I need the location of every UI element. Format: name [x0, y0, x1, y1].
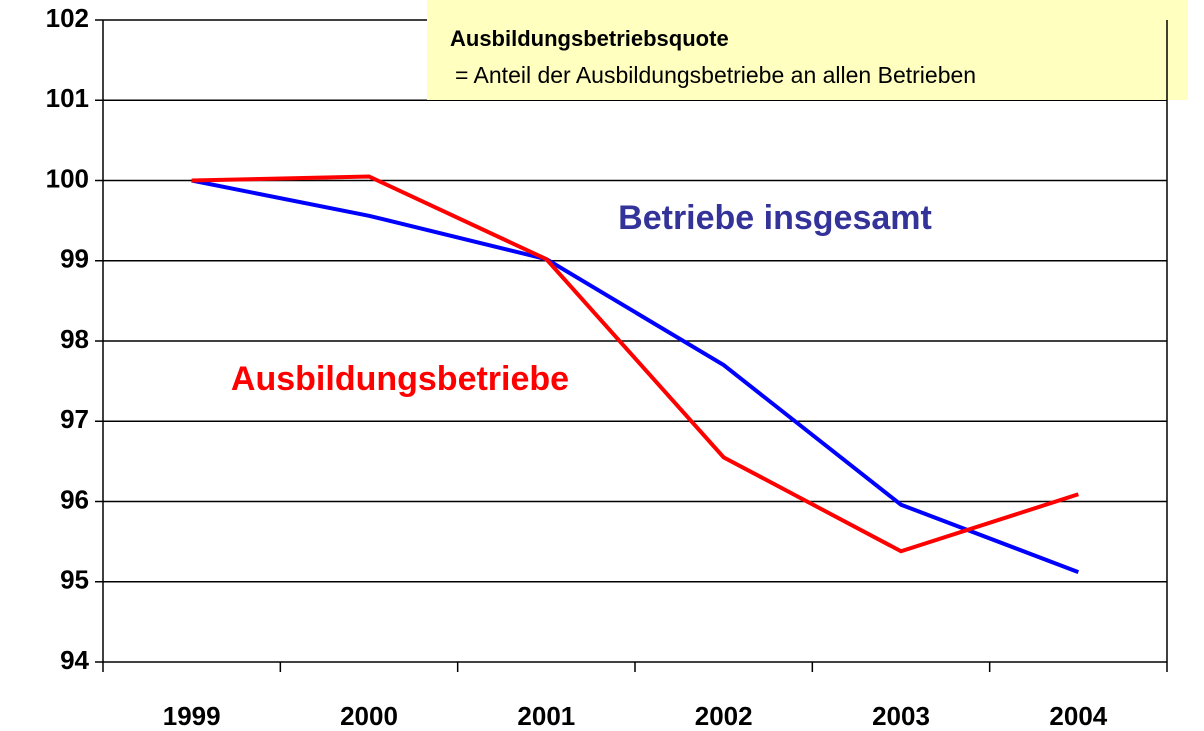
y-tick-label: 94 [60, 645, 89, 675]
annotation-box [427, 0, 1188, 100]
x-tick-label: 2003 [872, 701, 930, 731]
series-line [191, 178, 1080, 574]
x-tick-label: 2001 [517, 701, 575, 731]
x-tick-label: 2004 [1049, 701, 1107, 731]
x-tick-label: 2002 [695, 701, 753, 731]
y-tick-label: 99 [60, 244, 89, 274]
annotation-text: = Anteil der Ausbildungsbetriebe an alle… [455, 62, 976, 88]
y-tick-label: 96 [60, 484, 89, 514]
series-line [191, 174, 1079, 554]
series-label: Ausbildungsbetriebe [231, 360, 569, 398]
y-tick-label: 95 [60, 565, 89, 595]
series-label: Betriebe insgesamt [618, 199, 932, 237]
y-tick-label: 102 [46, 3, 89, 33]
y-tick-label: 101 [46, 83, 89, 113]
y-tick-label: 100 [46, 163, 89, 193]
annotation-title: Ausbildungsbetriebsquote [450, 26, 729, 51]
x-tick-label: 1999 [163, 701, 221, 731]
y-tick-label: 97 [60, 404, 89, 434]
y-tick-label: 98 [60, 324, 89, 354]
x-tick-label: 2000 [340, 701, 398, 731]
